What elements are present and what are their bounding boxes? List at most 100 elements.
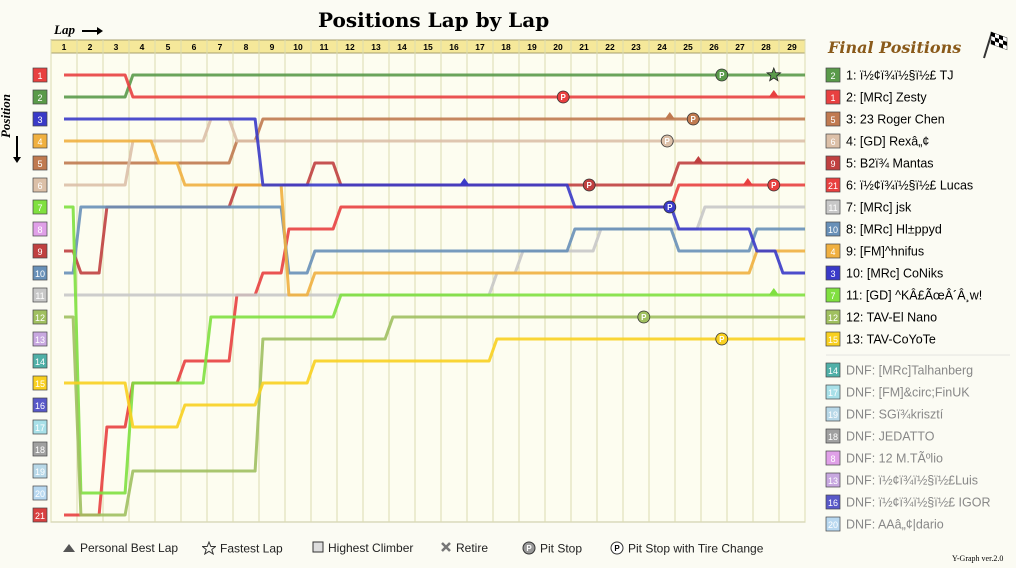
start-position-label: 6: [37, 181, 42, 191]
legend-label: Fastest Lap: [220, 541, 283, 556]
lap-tick-label: 3: [114, 42, 119, 52]
start-position-box: [32, 463, 48, 479]
start-position-box: [32, 485, 48, 501]
final-position-label: 12: TAV-El Nano: [846, 311, 937, 325]
start-position-label: 21: [35, 511, 45, 521]
final-start-label: 13: [828, 476, 838, 486]
final-position-label: 8: [MRc] Hl±ppyd: [846, 223, 942, 237]
final-start-box: [825, 243, 841, 259]
final-start-label: 15: [828, 335, 838, 345]
final-position-label: 2: [MRc] Zesty: [846, 91, 927, 105]
start-position-label: 20: [35, 489, 45, 499]
series-line: [64, 117, 805, 275]
final-position-label: 5: B2ï¾ Mantas: [846, 157, 934, 171]
series-line: [64, 117, 805, 165]
start-position-box: [32, 441, 48, 457]
final-position-label: DNF: ï½¢ï¾ï½§ï½£ IGOR: [846, 496, 991, 510]
final-start-box: [825, 89, 841, 105]
start-position-box: [32, 221, 48, 237]
final-position-label: DNF: [MRc]Talhanberg: [846, 364, 973, 378]
start-position-box: [32, 133, 48, 149]
lap-tick-label: 26: [709, 42, 719, 52]
start-position-box: [32, 243, 48, 259]
final-start-box: [825, 450, 841, 466]
final-start-box: [825, 406, 841, 422]
version-label: Y-Graph ver.2.0: [952, 554, 1004, 563]
final-start-box: [825, 67, 841, 83]
legend-item: P Pit Stop: [522, 541, 582, 558]
personal-best-marker: [768, 288, 779, 295]
start-position-box: [32, 89, 48, 105]
pit-stop-label: P: [719, 71, 725, 80]
lap-tick-label: 5: [166, 42, 171, 52]
pit-stop-label: P: [641, 313, 647, 322]
svg-text:P: P: [614, 544, 620, 553]
lap-tick-label: 20: [553, 42, 563, 52]
final-start-box: [825, 428, 841, 444]
personal-best-marker: [693, 156, 704, 163]
final-start-label: 5: [830, 115, 835, 125]
start-position-box: [32, 265, 48, 281]
final-start-label: 12: [828, 313, 838, 323]
lap-tick-label: 6: [192, 42, 197, 52]
final-start-box: [825, 155, 841, 171]
pit-icon: P: [522, 541, 536, 558]
final-start-label: 14: [828, 366, 838, 376]
final-start-label: 4: [830, 247, 835, 257]
pit-stop-label: P: [665, 137, 671, 146]
final-position-label: DNF: ï½¢ï¾ï½§ï½£Luis: [846, 474, 978, 488]
personal-best-marker: [768, 90, 779, 97]
legend-item: Fastest Lap: [201, 540, 283, 558]
pit-stop-marker: [660, 134, 674, 148]
plot-area: [50, 51, 806, 523]
start-position-label: 11: [35, 291, 44, 301]
series-line: [64, 139, 805, 297]
final-position-label: DNF: [FM]&circ;FinUK: [846, 386, 970, 400]
start-position-label: 3: [37, 115, 42, 125]
final-start-label: 20: [828, 520, 838, 530]
legend-label: Retire: [456, 541, 489, 555]
lap-tick-label: 2: [88, 42, 93, 52]
personal-best-marker: [664, 112, 675, 119]
pit-stop-label: P: [561, 93, 567, 102]
fastest-lap-marker: [766, 66, 782, 82]
start-position-label: 9: [37, 247, 42, 257]
lap-tick-label: 27: [735, 42, 745, 52]
final-start-label: 19: [828, 410, 838, 420]
lap-tick-label: 18: [501, 42, 511, 52]
final-start-label: 3: [830, 269, 835, 279]
legend-label: Pit Stop: [540, 541, 583, 556]
pit-stop-marker: [663, 200, 677, 214]
start-position-label: 4: [37, 137, 42, 147]
position-arrow-icon: [13, 136, 21, 163]
start-position-label: 8: [37, 225, 42, 235]
lap-tick-label: 13: [371, 42, 381, 52]
final-start-label: 16: [828, 498, 838, 508]
final-start-label: 11: [828, 203, 837, 213]
final-start-box: [825, 199, 841, 215]
lap-tick-label: 8: [244, 42, 249, 52]
legend-item: Personal Best Lap: [62, 541, 178, 556]
start-position-box: [32, 111, 48, 127]
final-start-label: 8: [830, 454, 835, 464]
star-icon: [201, 540, 217, 558]
lap-tick-label: 11: [320, 42, 329, 52]
final-position-label: 4: [GD] Rexâ„¢: [846, 135, 929, 149]
lap-tick-label: 25: [683, 42, 693, 52]
pit-stop-label: P: [691, 115, 697, 124]
final-start-box: [825, 362, 841, 378]
final-start-box: [825, 265, 841, 281]
start-position-label: 12: [35, 313, 45, 323]
pit-stop-marker: [556, 90, 570, 104]
final-start-box: [825, 177, 841, 193]
square-icon: [312, 541, 324, 556]
start-position-label: 2: [37, 93, 42, 103]
start-position-label: 16: [35, 401, 45, 411]
lap-tick-label: 1: [62, 42, 67, 52]
lap-tick-label: 14: [397, 42, 407, 52]
series-line: [64, 205, 805, 275]
series-line: [64, 183, 805, 517]
lap-tick-label: 22: [605, 42, 615, 52]
final-start-box: [825, 384, 841, 400]
